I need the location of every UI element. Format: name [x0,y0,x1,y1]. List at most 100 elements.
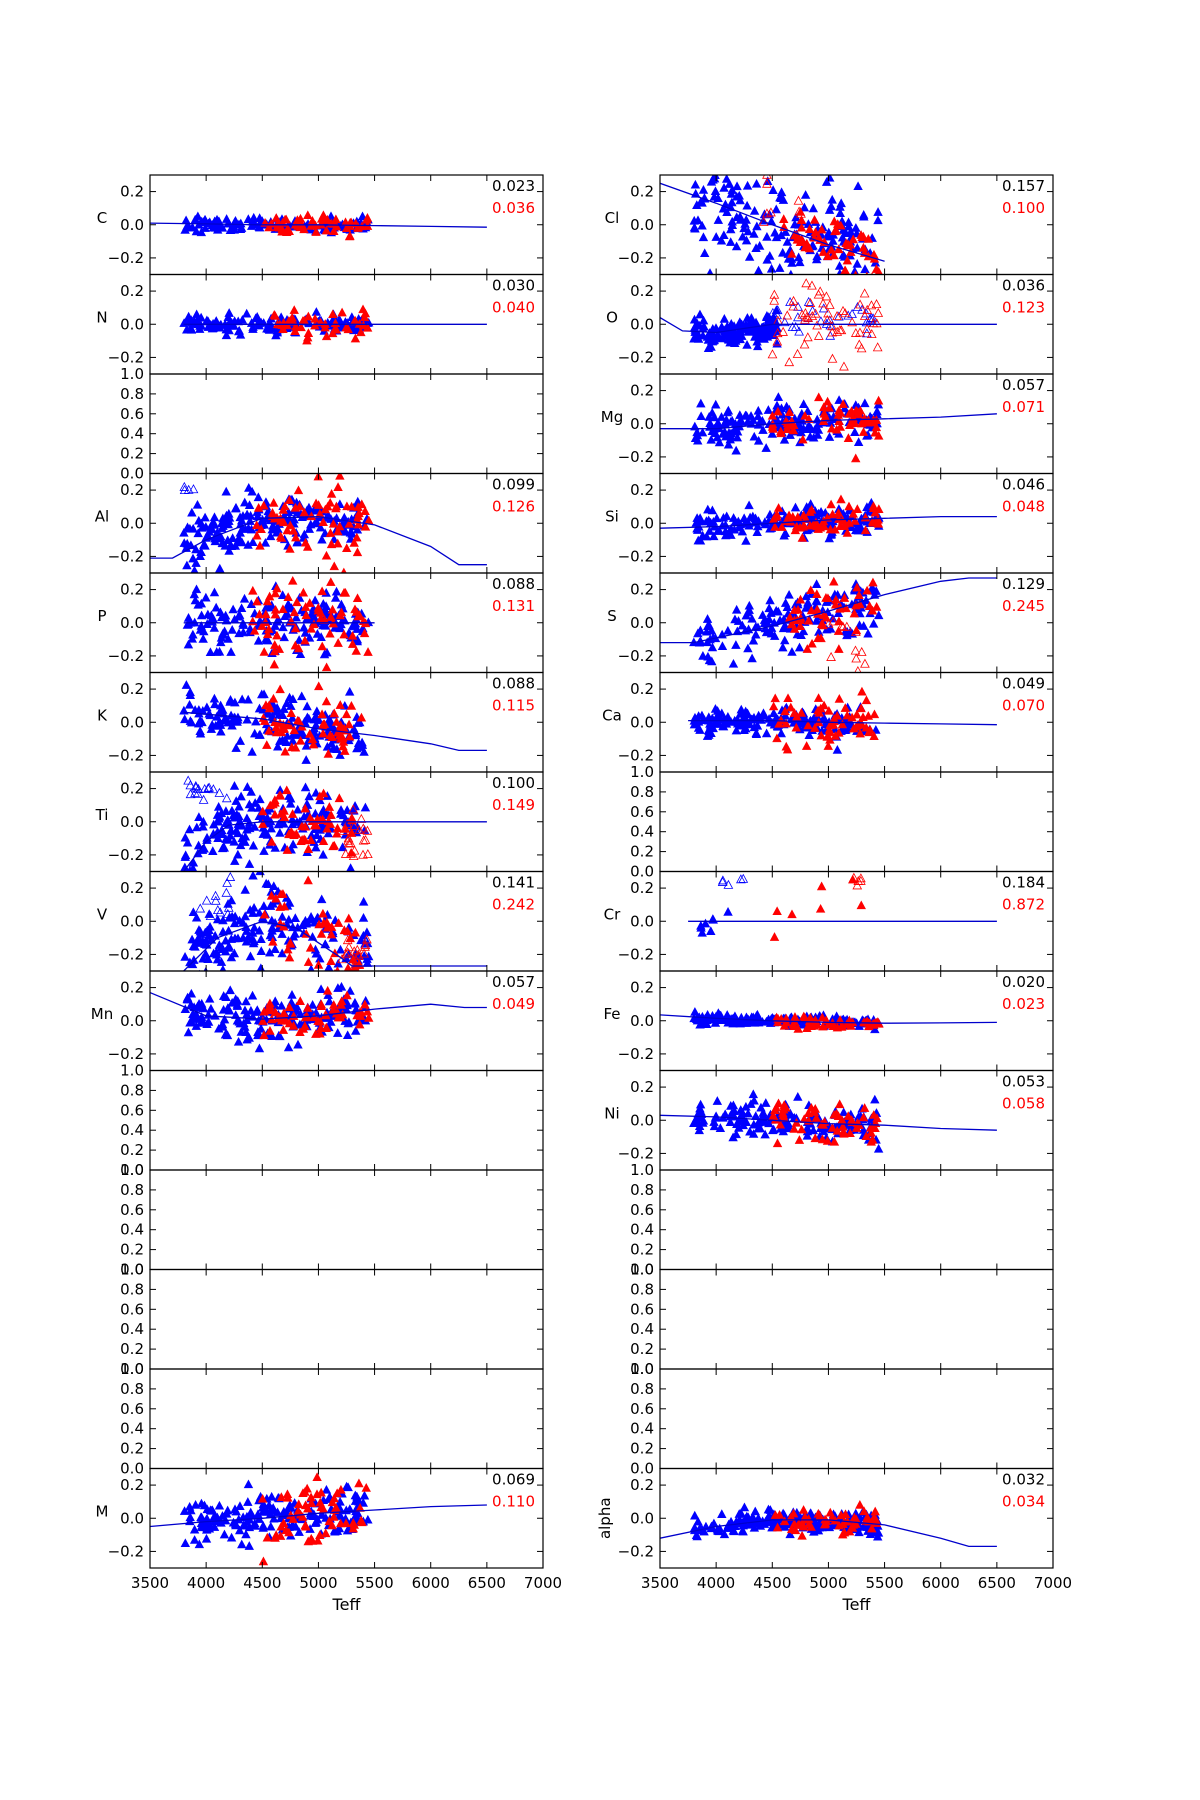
blue-point [743,607,753,617]
open-blue-point [222,877,232,887]
axes-frame [149,671,544,773]
open-red-point [353,950,364,960]
red-point [339,587,349,597]
blue-point [191,558,201,567]
red-point [779,1020,790,1030]
blue-point [731,445,741,455]
blue-point [247,747,257,756]
blue-point [808,1125,819,1135]
blue-point [359,1490,370,1500]
y-tick-label: −0.2 [618,746,654,764]
blue-point [304,791,314,801]
blue-point [210,1010,220,1020]
red-point [288,525,299,535]
blue-point [773,606,783,616]
red-point [352,593,363,603]
red-point [772,733,782,743]
red-point [833,508,844,517]
red-point [326,612,336,621]
red-point [787,249,797,258]
blue-point [201,592,211,602]
panel-label: Ti [95,806,109,824]
red-point [249,625,260,635]
blue-point [204,708,214,718]
blue-point [189,1524,200,1534]
blue-point [792,279,800,287]
y-tick-label: 0.0 [630,713,654,731]
red-point [331,503,341,513]
blue-point [235,736,246,745]
red-point [812,604,822,614]
blue-point [192,822,202,832]
red-point [857,686,867,696]
red-point [780,706,790,716]
open-blue-point [210,895,221,905]
blue-point [202,619,212,628]
red-point [768,701,779,711]
blue-point [294,635,304,644]
blue-point [250,728,260,738]
blue-point [752,527,762,536]
stat-red: 0.245 [1002,597,1045,615]
y-tick-label: 0.0 [120,1460,144,1478]
blue-point [795,257,805,267]
blue-point [843,217,854,227]
blue-point [775,263,785,272]
red-point [254,450,262,458]
blue-point [710,143,718,151]
plot-area [660,143,885,287]
blue-point [211,602,221,612]
blue-point [230,1519,241,1528]
blue-point [203,875,211,883]
blue-point [250,1518,260,1528]
x-tick-label: 5000 [299,1574,337,1592]
blue-point [275,827,285,837]
stat-red: 0.126 [492,498,535,516]
blue-point [333,958,343,968]
red-point [340,824,351,833]
red-point [835,521,846,530]
y-tick-label: 0.2 [120,979,144,997]
blue-point [217,518,227,527]
stat-red: 0.100 [1002,199,1045,217]
axes-frame [659,1169,1054,1271]
blue-point [723,439,734,449]
open-red-point [343,833,354,843]
open-red-point [873,307,884,317]
blue-point [236,603,247,613]
blue-point [748,1089,759,1099]
blue-point [223,218,233,228]
panel-empty-0-2: 0.00.20.40.60.81.0 [120,365,544,483]
red-point [813,693,824,702]
blue-point [194,999,204,1008]
red-point [284,226,294,236]
blue-point [709,1121,720,1131]
red-point [353,519,364,529]
red-point [792,234,803,244]
blue-point [794,642,805,652]
red-point [347,639,358,648]
blue-point [860,398,870,408]
y-tick-label: −0.2 [108,348,144,366]
blue-point [732,717,743,726]
blue-point [241,936,252,946]
blue-point [231,796,241,805]
blue-point [311,842,321,852]
plot-area [660,1007,997,1034]
blue-point [728,1132,738,1142]
stat-blue: 0.020 [1002,973,1045,991]
red-point [350,927,361,937]
y-tick-label: 0.0 [120,1509,144,1527]
red-point [840,703,851,712]
red-point [285,938,296,948]
blue-point [359,747,369,756]
red-point [795,621,806,631]
blue-point [743,226,753,236]
red-point [320,504,331,514]
red-point [251,520,262,530]
open-red-point [812,320,822,330]
blue-point [274,1030,284,1040]
blue-point [731,166,739,174]
blue-point [223,835,234,844]
